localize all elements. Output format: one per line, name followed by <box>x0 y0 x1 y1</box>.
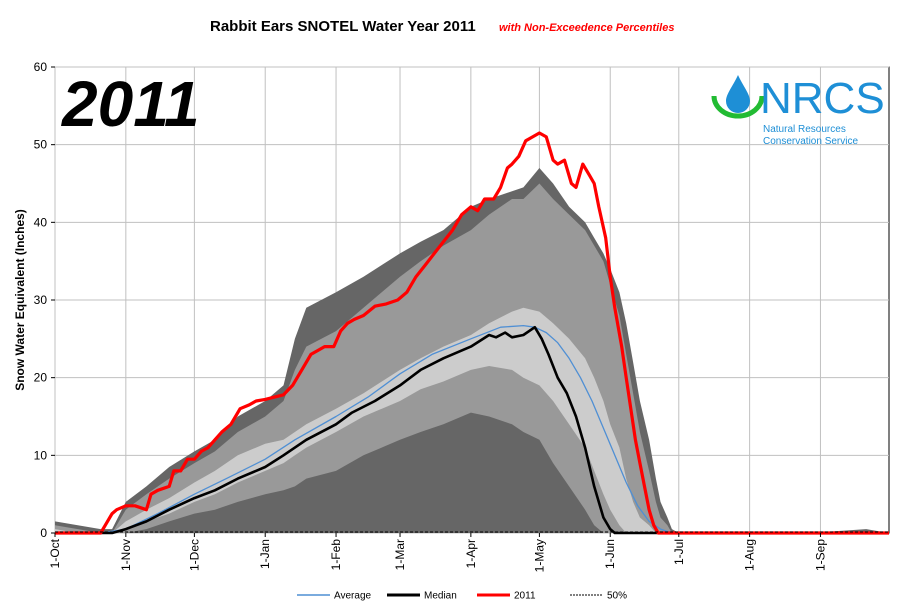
year-watermark: 2011 <box>61 68 200 140</box>
x-tick-label: 1-Jan <box>258 539 272 569</box>
logo-name: NRCS <box>760 74 885 123</box>
y-tick-label: 50 <box>34 138 48 152</box>
x-tick-label: 1-Mar <box>393 539 407 570</box>
y-axis: 0 10 20 30 40 50 60 <box>34 60 55 540</box>
x-tick-label: 1-Feb <box>329 539 343 571</box>
x-tick-label: 1-Jun <box>603 539 617 569</box>
chart-title: Rabbit Ears SNOTEL Water Year 2011 <box>210 18 476 35</box>
x-axis: 1-Oct 1-Nov 1-Dec 1-Jan 1-Feb 1-Mar 1-Apr 1-May… <box>48 533 827 572</box>
band-30-70 <box>55 307 889 533</box>
nrcs-logo: NRCS Natural Resources Conservation Serv… <box>711 74 885 147</box>
y-axis-label: Snow Water Equivalent (Inches) <box>13 209 27 391</box>
y-tick-label: 0 <box>40 526 47 540</box>
x-tick-label: 1-Sep <box>813 539 827 571</box>
y-tick-label: 10 <box>34 448 48 462</box>
x-tick-label: 1-Apr <box>464 539 478 568</box>
x-tick-label: 1-Aug <box>743 539 757 571</box>
legend-label: Median <box>424 591 457 602</box>
x-tick-label: 1-May <box>532 539 546 572</box>
series-line-median <box>55 325 889 535</box>
y-tick-label: 30 <box>34 293 48 307</box>
legend-label: 50% <box>607 591 627 602</box>
y-tick-label: 40 <box>34 215 48 229</box>
series-line-2011 <box>55 131 889 535</box>
legend-label: 2011 <box>514 591 536 602</box>
logo-line2: Conservation Service <box>763 136 858 147</box>
x-tick-label: 1-Oct <box>48 538 62 568</box>
percentile-bands <box>55 168 889 533</box>
x-tick-label: 1-Dec <box>187 539 201 571</box>
y-tick-label: 20 <box>34 371 48 385</box>
logo-line1: Natural Resources <box>763 124 846 135</box>
y-tick-label: 60 <box>34 60 48 74</box>
series-lines <box>55 131 889 535</box>
legend: Average Median 2011 50% <box>297 591 627 602</box>
x-tick-label: 1-Nov <box>119 539 133 571</box>
x-tick-label: 1-Jul <box>672 539 686 565</box>
water-drop-icon <box>711 75 765 119</box>
chart-subtitle: with Non-Exceedence Percentiles <box>499 22 674 34</box>
series-line-average <box>55 324 889 534</box>
legend-label: Average <box>334 591 372 602</box>
